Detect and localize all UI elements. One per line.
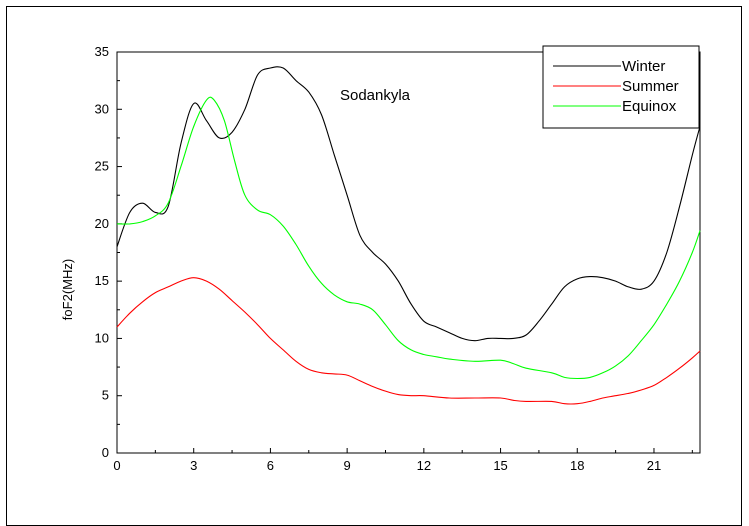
x-tick-label: 6 bbox=[267, 458, 274, 473]
legend-box bbox=[542, 45, 700, 129]
x-tick-label: 3 bbox=[190, 458, 197, 473]
axes: 0 3 6 9 12 15 18 21 0 5 10 15 20 25 30 35 bbox=[95, 44, 701, 473]
y-tick-label: 10 bbox=[95, 330, 109, 345]
x-tick-label: 21 bbox=[647, 458, 661, 473]
legend: Winter Summer Equinox bbox=[542, 45, 700, 129]
x-tick-label: 15 bbox=[493, 458, 507, 473]
y-tick-label: 25 bbox=[95, 159, 109, 174]
y-axis-label: foF2(MHz) bbox=[60, 259, 75, 320]
y-tick-label: 35 bbox=[95, 44, 109, 59]
y-tick-label: 30 bbox=[95, 101, 109, 116]
legend-label-winter: Winter bbox=[622, 58, 665, 75]
legend-label-summer: Summer bbox=[622, 78, 679, 95]
x-tick-label: 12 bbox=[417, 458, 431, 473]
y-tick-label: 0 bbox=[102, 445, 109, 460]
x-tick-label: 18 bbox=[570, 458, 584, 473]
legend-label-equinox: Equinox bbox=[622, 98, 677, 115]
chart-title: Sodankyla bbox=[340, 87, 411, 104]
series-line-winter bbox=[116, 66, 701, 342]
y-tick-label: 5 bbox=[102, 388, 109, 403]
x-tick-label: 0 bbox=[113, 458, 120, 473]
x-tick-label: 9 bbox=[344, 458, 351, 473]
series-layer bbox=[116, 66, 701, 405]
y-tick-label: 15 bbox=[95, 273, 109, 288]
series-line-equinox bbox=[116, 96, 701, 380]
series-line-summer bbox=[116, 277, 701, 405]
y-tick-label: 20 bbox=[95, 216, 109, 231]
